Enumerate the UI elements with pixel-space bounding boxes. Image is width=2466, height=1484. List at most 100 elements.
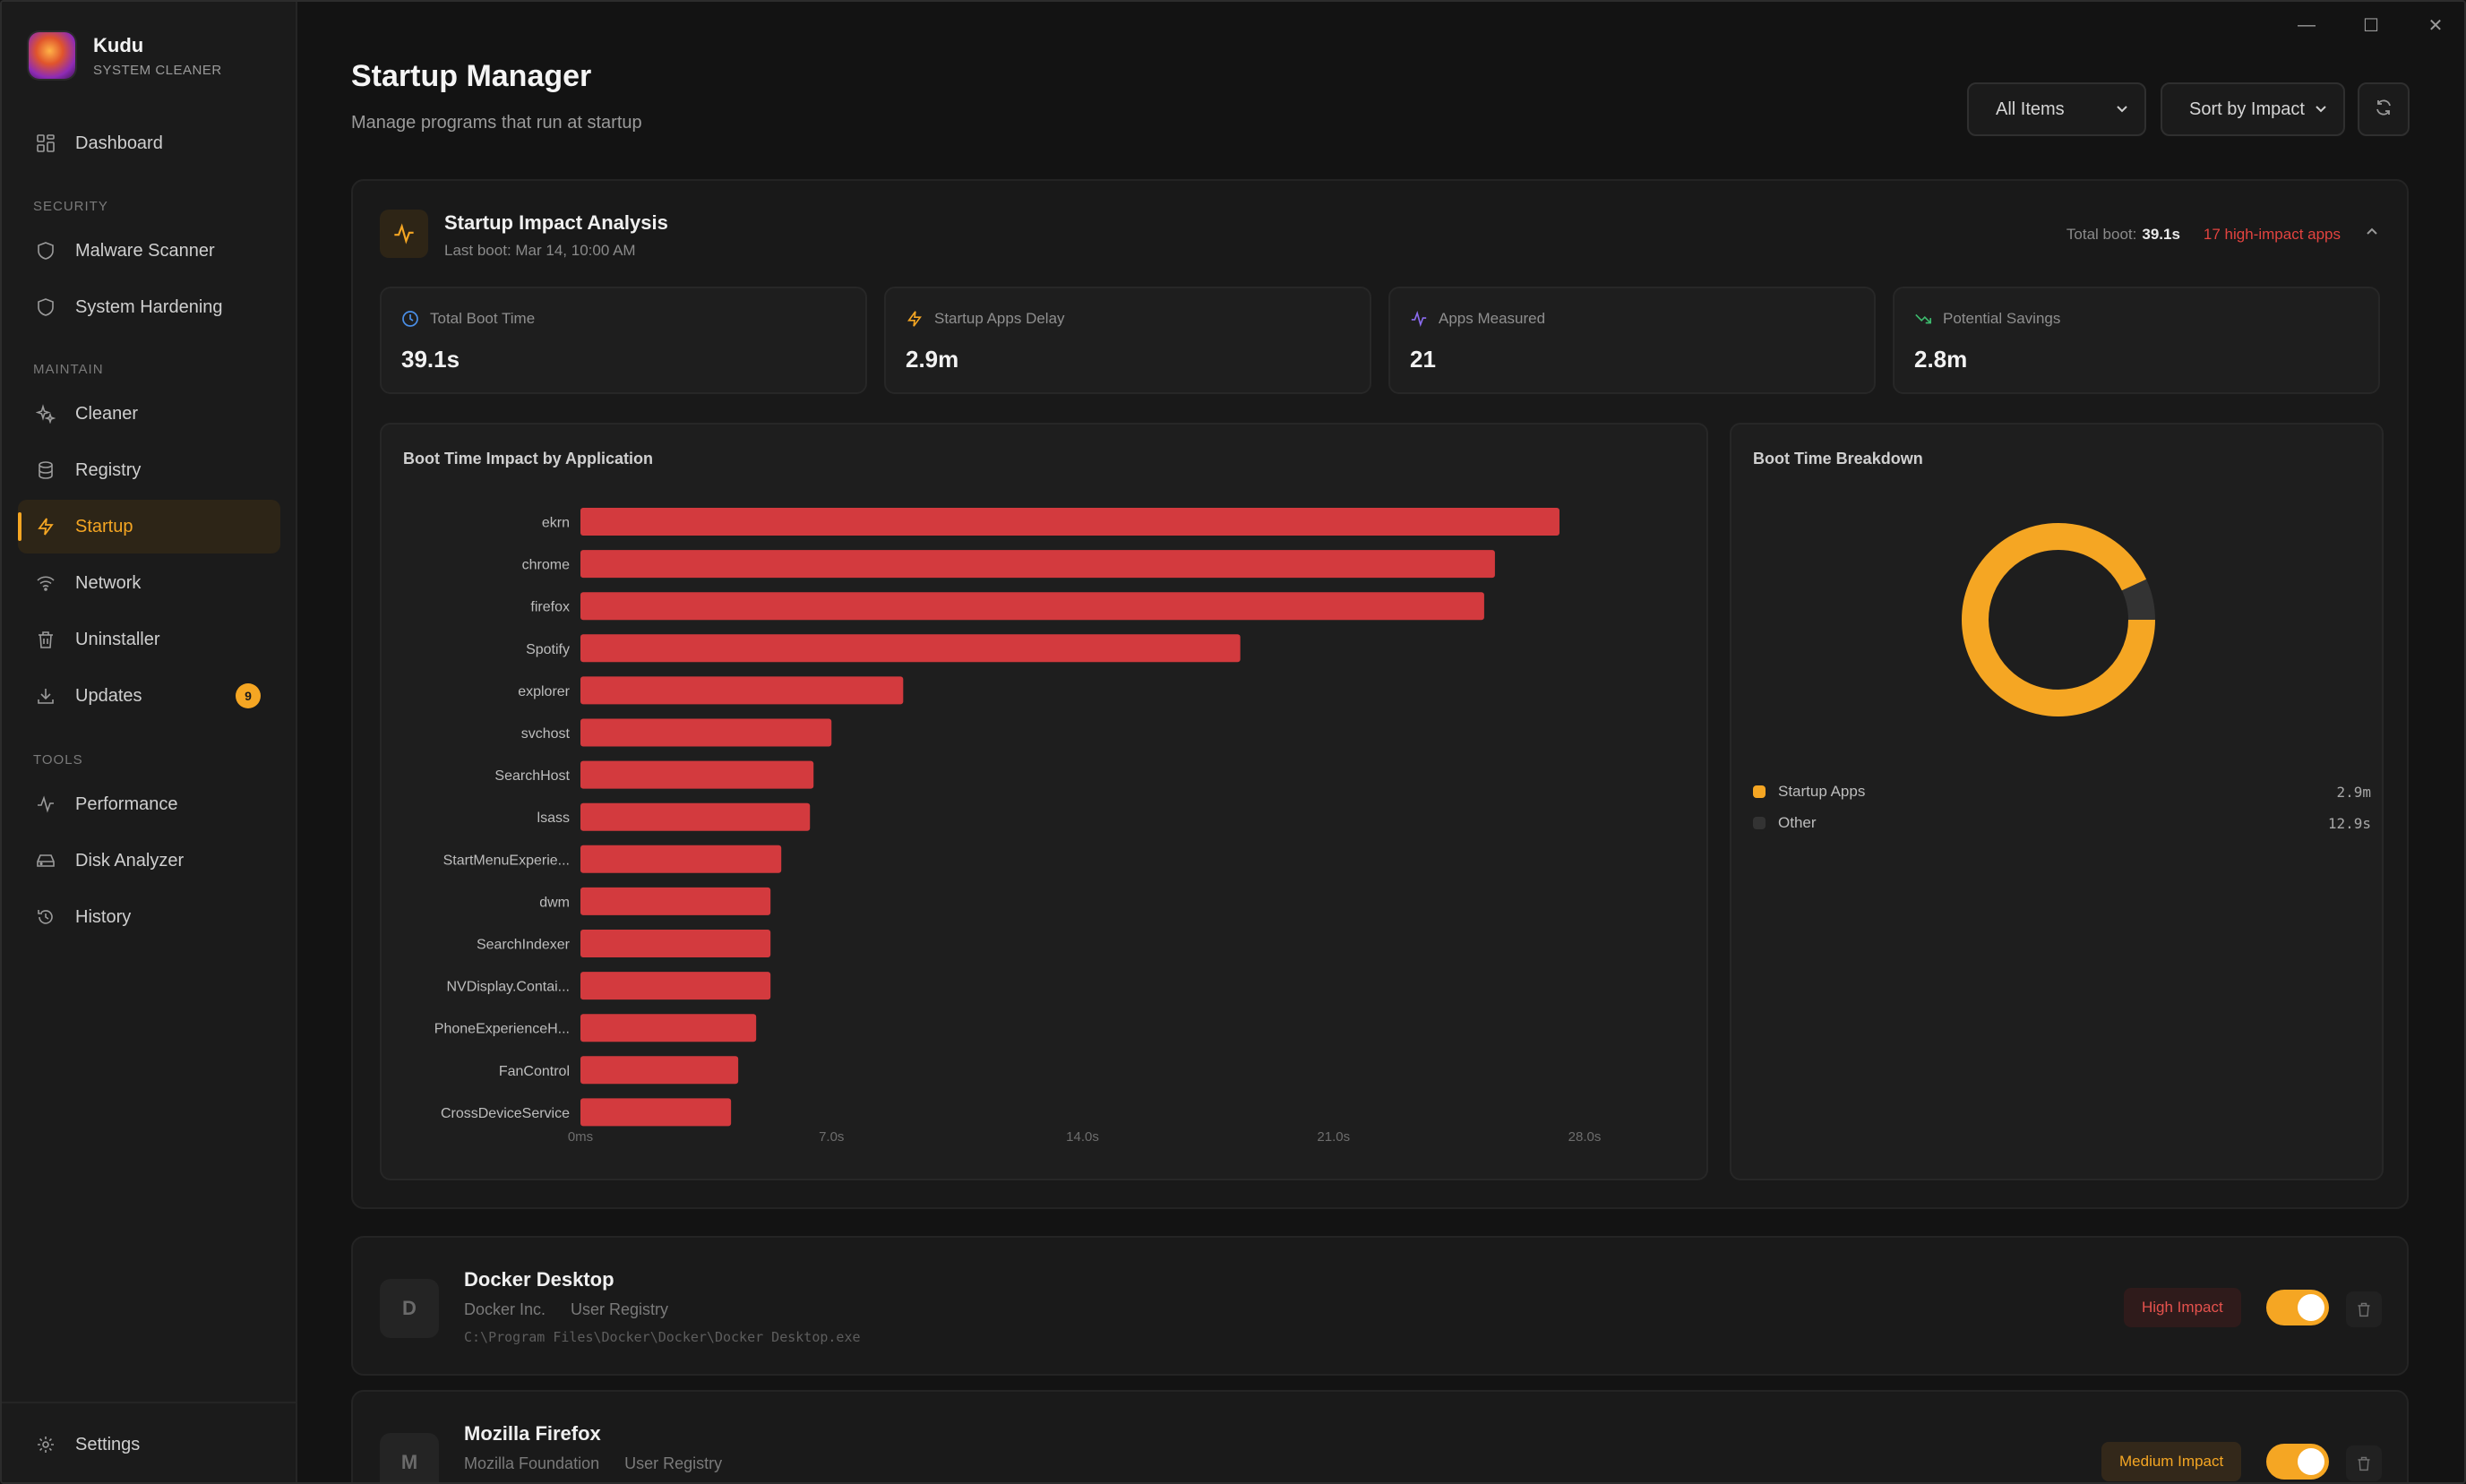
stat-value: 39.1s — [401, 346, 460, 373]
brand: Kudu SYSTEM CLEANER — [29, 32, 222, 79]
sidebar-item-malware-scanner[interactable]: Malware Scanner — [18, 224, 280, 278]
boot-impact-bar-chart: ekrn chrome firefox Spotify explorer svchost S… — [434, 508, 1602, 1145]
bar-ekrn[interactable] — [580, 508, 1560, 536]
sidebar-item-updates[interactable]: Updates 9 — [18, 669, 280, 723]
x-tick-label: 0ms — [568, 1129, 593, 1145]
analysis-summary: Total boot: 39.1s 17 high-impact apps — [2066, 224, 2380, 244]
bar-chrome[interactable] — [580, 550, 1495, 579]
shield-outline-icon — [34, 296, 57, 319]
chevron-down-icon — [2114, 100, 2130, 122]
sidebar-item-label: History — [75, 906, 132, 927]
sidebar-item-label: Malware Scanner — [75, 240, 215, 261]
y-tick-label: chrome — [522, 558, 570, 573]
bar-svchost[interactable] — [580, 718, 832, 747]
y-tick-label: firefox — [530, 600, 570, 615]
history-icon — [34, 905, 57, 929]
stat-label: Potential Savings — [1943, 310, 2061, 327]
y-tick-label: ekrn — [542, 516, 570, 531]
minimize-icon: — — [2298, 14, 2316, 35]
y-tick-label: SearchIndexer — [477, 938, 571, 953]
sidebar-item-label: Dashboard — [75, 133, 163, 153]
boot-time-donut-chart — [1962, 523, 2155, 716]
stat-label: Total Boot Time — [430, 310, 536, 327]
bar-crossdeviceservice[interactable] — [580, 1098, 732, 1127]
shield-icon — [34, 239, 57, 262]
sidebar-item-disk-analyzer[interactable]: Disk Analyzer — [18, 834, 280, 888]
bar-searchhost[interactable] — [580, 760, 814, 789]
stat-value: 2.9m — [906, 346, 959, 373]
close-icon: ✕ — [2427, 15, 2444, 36]
sidebar-item-label: Disk Analyzer — [75, 850, 185, 871]
legend-swatch — [1753, 785, 1766, 798]
sidebar-item-cleaner[interactable]: Cleaner — [18, 387, 280, 441]
sidebar-item-uninstaller[interactable]: Uninstaller — [18, 613, 280, 666]
bar-phoneexperienceh-[interactable] — [580, 1014, 757, 1042]
startup-impact-analysis-card: Startup Impact Analysis Last boot: Mar 1… — [351, 179, 2409, 1209]
sidebar-footer: Settings — [2, 1402, 297, 1482]
sidebar-item-label: Startup — [75, 516, 133, 536]
sidebar-item-label: Settings — [75, 1434, 141, 1454]
bar-dwm[interactable] — [580, 887, 771, 915]
donut-slice-startup-apps[interactable] — [1962, 523, 2155, 716]
app-location: User Registry — [571, 1300, 669, 1318]
app-meta: Mozilla Foundation User Registry — [464, 1454, 722, 1473]
page-subtitle: Manage programs that run at startup — [351, 113, 642, 133]
enable-toggle[interactable] — [2266, 1444, 2329, 1480]
stat-apps-measured: Apps Measured 21 — [1388, 287, 1876, 394]
collapse-button[interactable] — [2364, 224, 2380, 244]
download-icon — [34, 684, 57, 708]
delete-button[interactable] — [2346, 1445, 2382, 1481]
donut-slice-other[interactable] — [1962, 523, 2155, 716]
app-location: User Registry — [624, 1454, 723, 1472]
y-tick-label: svchost — [521, 726, 571, 742]
startup-app-row: D Docker Desktop Docker Inc. User Registr… — [351, 1236, 2409, 1376]
maximize-button[interactable]: ☐ — [2349, 7, 2393, 43]
sidebar-item-system-hardening[interactable]: System Hardening — [18, 280, 280, 334]
donut-chart-panel: Boot Time Breakdown Startup Apps 2.9m Ot… — [1730, 423, 2384, 1180]
refresh-button[interactable] — [2358, 82, 2410, 136]
sidebar-item-settings[interactable]: Settings — [18, 1418, 280, 1471]
y-tick-label: CrossDeviceService — [441, 1106, 570, 1121]
bar-startmenuexperie-[interactable] — [580, 845, 782, 873]
refresh-icon — [2374, 98, 2393, 122]
sidebar-item-startup[interactable]: Startup — [18, 500, 280, 553]
stat-value: 2.8m — [1914, 346, 1968, 373]
bar-spotify[interactable] — [580, 634, 1241, 663]
sidebar-item-dashboard[interactable]: Dashboard — [18, 116, 280, 170]
bar-nvdisplay-contai-[interactable] — [580, 972, 771, 1000]
app-name: Kudu — [93, 33, 144, 56]
minimize-button[interactable]: — — [2284, 7, 2329, 43]
sidebar-item-history[interactable]: History — [18, 890, 280, 944]
dashboard-icon — [34, 132, 57, 155]
legend-startup-apps: Startup Apps 2.9m — [1753, 783, 2371, 801]
sort-select[interactable]: Sort by Impact — [2161, 82, 2345, 136]
page-title: Startup Manager — [351, 59, 592, 93]
chevron-down-icon — [2313, 100, 2329, 122]
trending-down-icon — [1914, 310, 1932, 328]
sidebar-item-registry[interactable]: Registry — [18, 443, 280, 497]
sidebar-item-label: Performance — [75, 793, 178, 814]
enable-toggle[interactable] — [2266, 1290, 2329, 1325]
bar-searchindexer[interactable] — [580, 930, 771, 957]
app-subtitle: SYSTEM CLEANER — [93, 62, 222, 78]
app-name: Docker Desktop — [464, 1268, 614, 1291]
donut-chart-title: Boot Time Breakdown — [1753, 450, 1923, 468]
bar-explorer[interactable] — [580, 676, 904, 705]
bar-lsass[interactable] — [580, 802, 811, 831]
gear-icon — [34, 1433, 57, 1456]
bar-firefox[interactable] — [580, 592, 1484, 621]
sidebar-item-label: System Hardening — [75, 296, 223, 317]
close-button[interactable]: ✕ — [2413, 7, 2458, 43]
chevron-up-icon — [2367, 227, 2377, 235]
bar-fancontrol[interactable] — [580, 1056, 739, 1085]
sidebar-item-network[interactable]: Network — [18, 556, 280, 610]
x-tick-label: 28.0s — [1568, 1129, 1602, 1145]
y-tick-label: PhoneExperienceH... — [434, 1022, 570, 1037]
x-tick-label: 7.0s — [819, 1129, 844, 1145]
y-tick-label: dwm — [539, 895, 570, 910]
delete-button[interactable] — [2346, 1291, 2382, 1327]
filter-select[interactable]: All Items — [1967, 82, 2146, 136]
sidebar-item-performance[interactable]: Performance — [18, 777, 280, 831]
impact-badge: High Impact — [2124, 1288, 2241, 1327]
